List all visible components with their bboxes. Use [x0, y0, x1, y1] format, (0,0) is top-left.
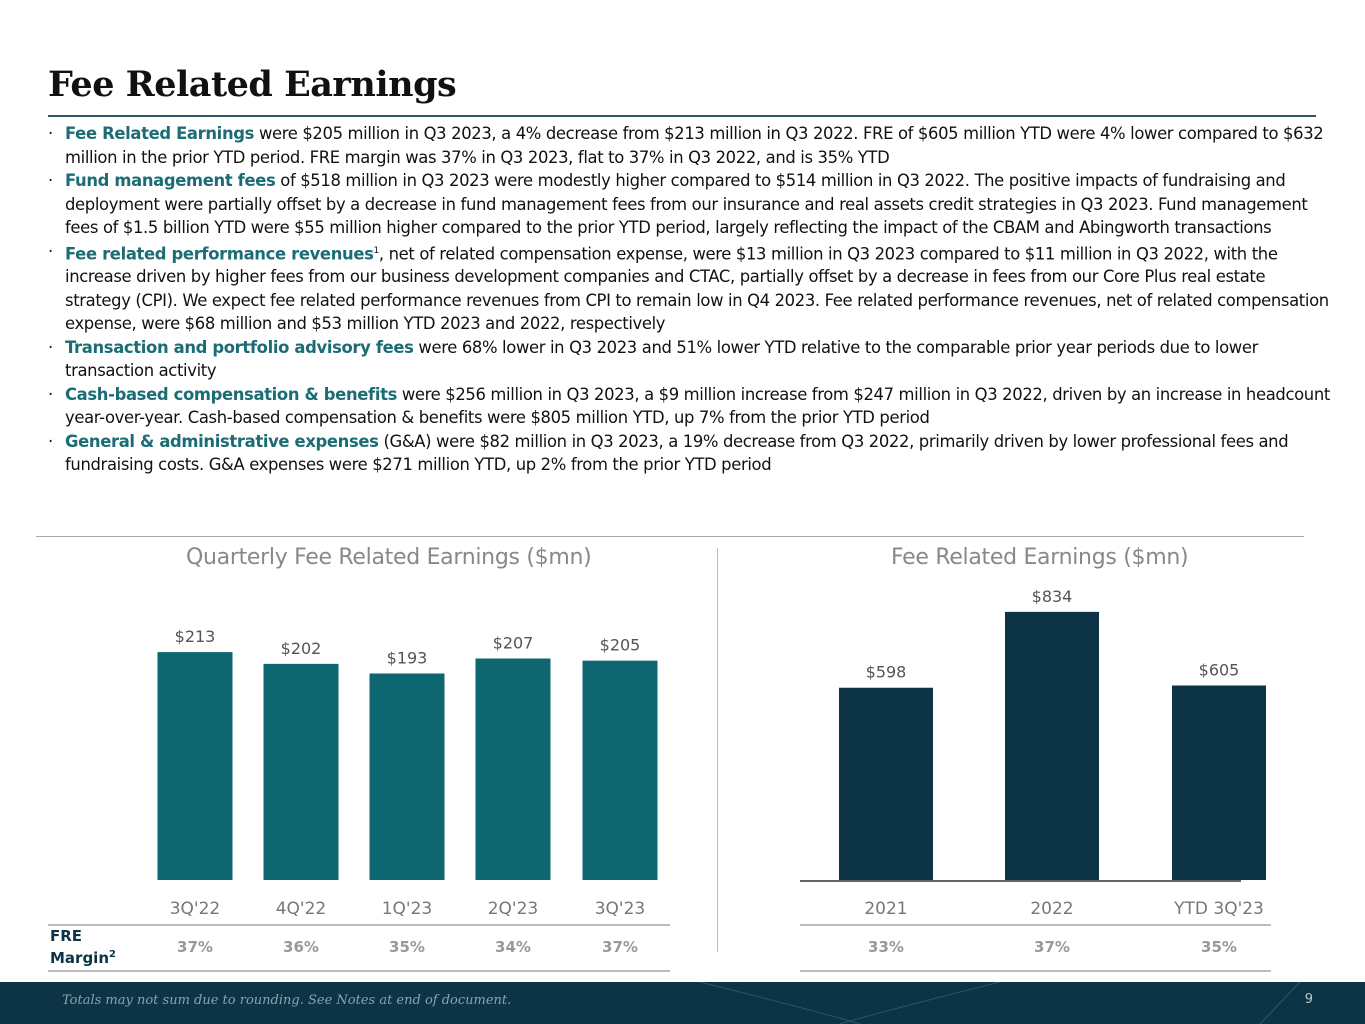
fre-margin-label-2: Margin2 — [50, 949, 116, 967]
footnote-ref: 1 — [373, 245, 380, 256]
data-label: $202 — [281, 639, 322, 658]
data-label: $207 — [493, 634, 534, 653]
fre-margin-value: 34% — [495, 938, 531, 956]
bullet-list: Fee Related Earnings were $205 million i… — [42, 122, 1332, 477]
bar — [475, 658, 551, 880]
x-tick-label: 4Q'22 — [276, 899, 327, 919]
section-divider — [36, 536, 1304, 537]
bullet-text: (G&A) were $82 million in Q3 2023, a 19%… — [65, 431, 1289, 475]
bullet-item: Fee related performance revenues1, net o… — [42, 240, 1332, 336]
x-tick-label: 2021 — [864, 899, 907, 919]
bar — [369, 673, 445, 880]
bullet-item: Fee Related Earnings were $205 million i… — [42, 122, 1332, 169]
bar — [839, 687, 933, 880]
fre-margin-value: 37% — [602, 938, 638, 956]
bar — [263, 663, 339, 880]
bullet-heading: Fee Related Earnings — [65, 124, 255, 143]
bar — [157, 652, 233, 880]
bullet-text: were 68% lower in Q3 2023 and 51% lower … — [65, 337, 1258, 381]
bar — [1005, 611, 1099, 880]
data-label: $598 — [866, 663, 907, 682]
footnote-ref: 2 — [109, 949, 116, 960]
fre-margin-label: FRE — [50, 927, 82, 945]
fre-margin-value: 35% — [1201, 938, 1237, 956]
bar — [1172, 685, 1266, 880]
chart-divider — [717, 548, 718, 952]
x-tick-label: 1Q'23 — [382, 899, 433, 919]
page-title: Fee Related Earnings — [48, 64, 457, 105]
bullet-heading: Cash-based compensation & benefits — [65, 384, 397, 404]
footer-decoration — [699, 982, 1301, 1024]
bullet-heading: Fund management fees — [65, 171, 276, 190]
data-label: $605 — [1199, 660, 1240, 679]
fre-margin-value: 36% — [283, 938, 319, 956]
title-rule — [48, 115, 1316, 117]
charts-svg: $213 3Q'22 37% $202 4Q'22 36% $193 1Q'23 35% $207… — [48, 587, 1271, 972]
fre-margin-value: 37% — [1034, 938, 1070, 956]
x-tick-label: YTD 3Q'23 — [1173, 899, 1264, 919]
x-tick-label: 2022 — [1030, 899, 1073, 919]
bullet-item: Cash-based compensation & benefits were … — [42, 383, 1332, 430]
chart-title-annual: Fee Related Earnings ($mn) — [891, 545, 1189, 570]
chart-title-quarterly: Quarterly Fee Related Earnings ($mn) — [186, 545, 592, 570]
fre-margin-value: 33% — [868, 938, 904, 956]
page-number: 9 — [1304, 992, 1313, 1007]
fre-margin-value: 37% — [177, 938, 213, 956]
bullet-text: were $256 million in Q3 2023, a $9 milli… — [65, 384, 1330, 428]
bullet-text: of $518 million in Q3 2023 were modestly… — [65, 171, 1308, 237]
data-label: $213 — [175, 627, 216, 646]
bullet-item: Transaction and portfolio advisory fees … — [42, 336, 1332, 383]
bullet-item: Fund management fees of $518 million in … — [42, 169, 1332, 240]
bullet-text: were $205 million in Q3 2023, a 4% decre… — [65, 124, 1324, 167]
bullet-text: , net of related compensation expense, w… — [65, 243, 1329, 334]
bullet-heading: General & administrative expenses — [65, 431, 379, 451]
bullet-item: General & administrative expenses (G&A) … — [42, 430, 1332, 477]
footer-bar: Totals may not sum due to rounding. See … — [0, 982, 1365, 1024]
bar — [582, 660, 658, 880]
footnote: Totals may not sum due to rounding. See … — [62, 993, 512, 1008]
fre-margin-value: 35% — [389, 938, 425, 956]
data-label: $193 — [387, 648, 428, 667]
data-label: $205 — [600, 636, 641, 655]
bullet-heading: Transaction and portfolio advisory fees — [65, 337, 414, 357]
x-tick-label: 2Q'23 — [488, 899, 539, 919]
data-label: $834 — [1032, 587, 1073, 606]
bullet-heading: Fee related performance revenues — [65, 243, 374, 263]
x-tick-label: 3Q'22 — [170, 899, 221, 919]
x-tick-label: 3Q'23 — [595, 899, 646, 919]
